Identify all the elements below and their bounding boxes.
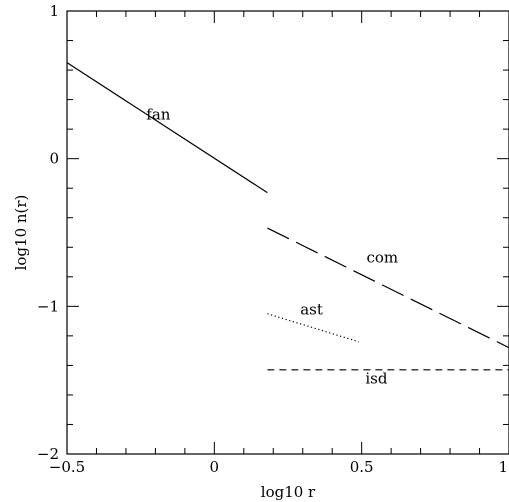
series-group — [66, 62, 509, 371]
y-tick-label: 1 — [49, 2, 59, 20]
series-label-ast: ast — [300, 300, 323, 318]
x-tick-label: 0 — [210, 458, 220, 476]
series-label-com: com — [366, 249, 398, 267]
x-tick-label: −0.5 — [49, 458, 85, 476]
plot-frame — [66, 10, 509, 455]
series-label-fan: fan — [146, 105, 170, 123]
y-tick-label: −1 — [37, 297, 59, 315]
axis-ticks — [66, 10, 509, 455]
labels-group: −0.5 0 0.5 1 1 0 −1 −2 fan com ast isd — [37, 2, 508, 476]
series-label-isd: isd — [365, 370, 387, 388]
x-axis-label: log10 r — [261, 483, 316, 501]
series-line-fan — [66, 62, 268, 194]
y-tick-label: 0 — [49, 150, 59, 168]
y-tick-label: −2 — [37, 445, 59, 463]
x-tick-label: 0.5 — [350, 458, 374, 476]
x-tick-label: 1 — [498, 458, 508, 476]
y-axis-label: log10 n(r) — [12, 195, 30, 271]
series-line-ast — [267, 313, 359, 343]
plot-border — [66, 10, 509, 455]
series-line-com — [267, 227, 509, 349]
